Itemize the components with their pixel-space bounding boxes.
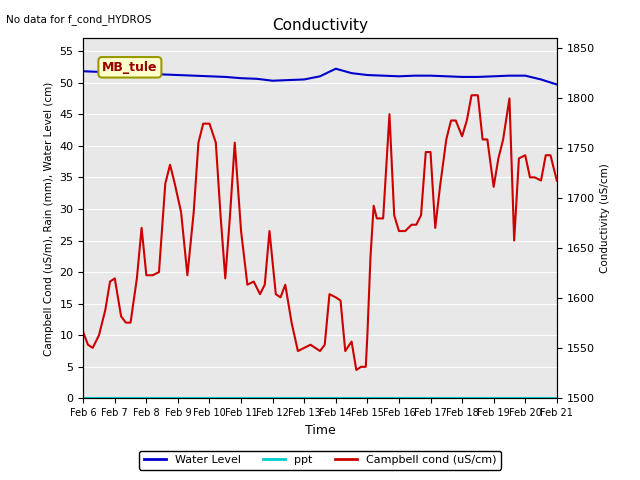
Legend: Water Level, ppt, Campbell cond (uS/cm): Water Level, ppt, Campbell cond (uS/cm) bbox=[140, 451, 500, 469]
Y-axis label: Conductivity (uS/cm): Conductivity (uS/cm) bbox=[600, 164, 610, 273]
Y-axis label: Campbell Cond (uS/m), Rain (mm), Water Level (cm): Campbell Cond (uS/m), Rain (mm), Water L… bbox=[44, 81, 54, 356]
X-axis label: Time: Time bbox=[305, 424, 335, 437]
Text: No data for f_cond_HYDROS: No data for f_cond_HYDROS bbox=[6, 14, 152, 25]
Text: MB_tule: MB_tule bbox=[102, 61, 157, 74]
Title: Conductivity: Conductivity bbox=[272, 18, 368, 33]
